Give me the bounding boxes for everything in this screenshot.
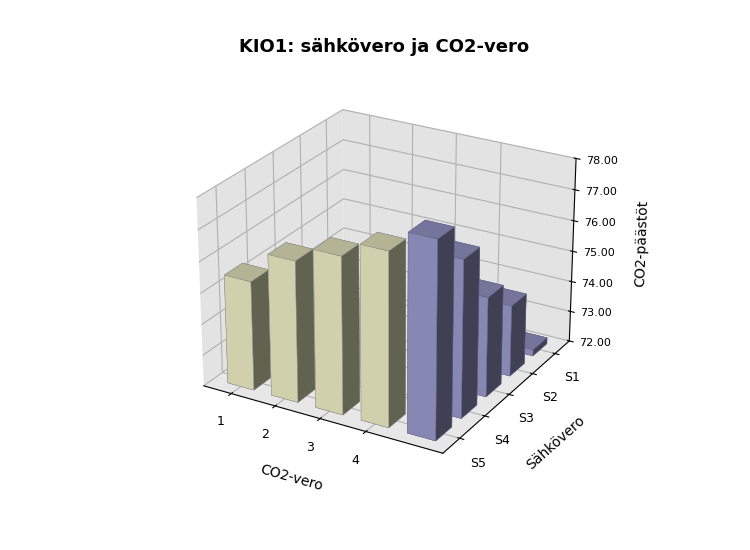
X-axis label: CO2-vero: CO2-vero [259, 463, 325, 494]
Title: KIO1: sähkövero ja CO2-vero: KIO1: sähkövero ja CO2-vero [239, 38, 530, 56]
Y-axis label: Sähkövero: Sähkövero [524, 413, 588, 472]
